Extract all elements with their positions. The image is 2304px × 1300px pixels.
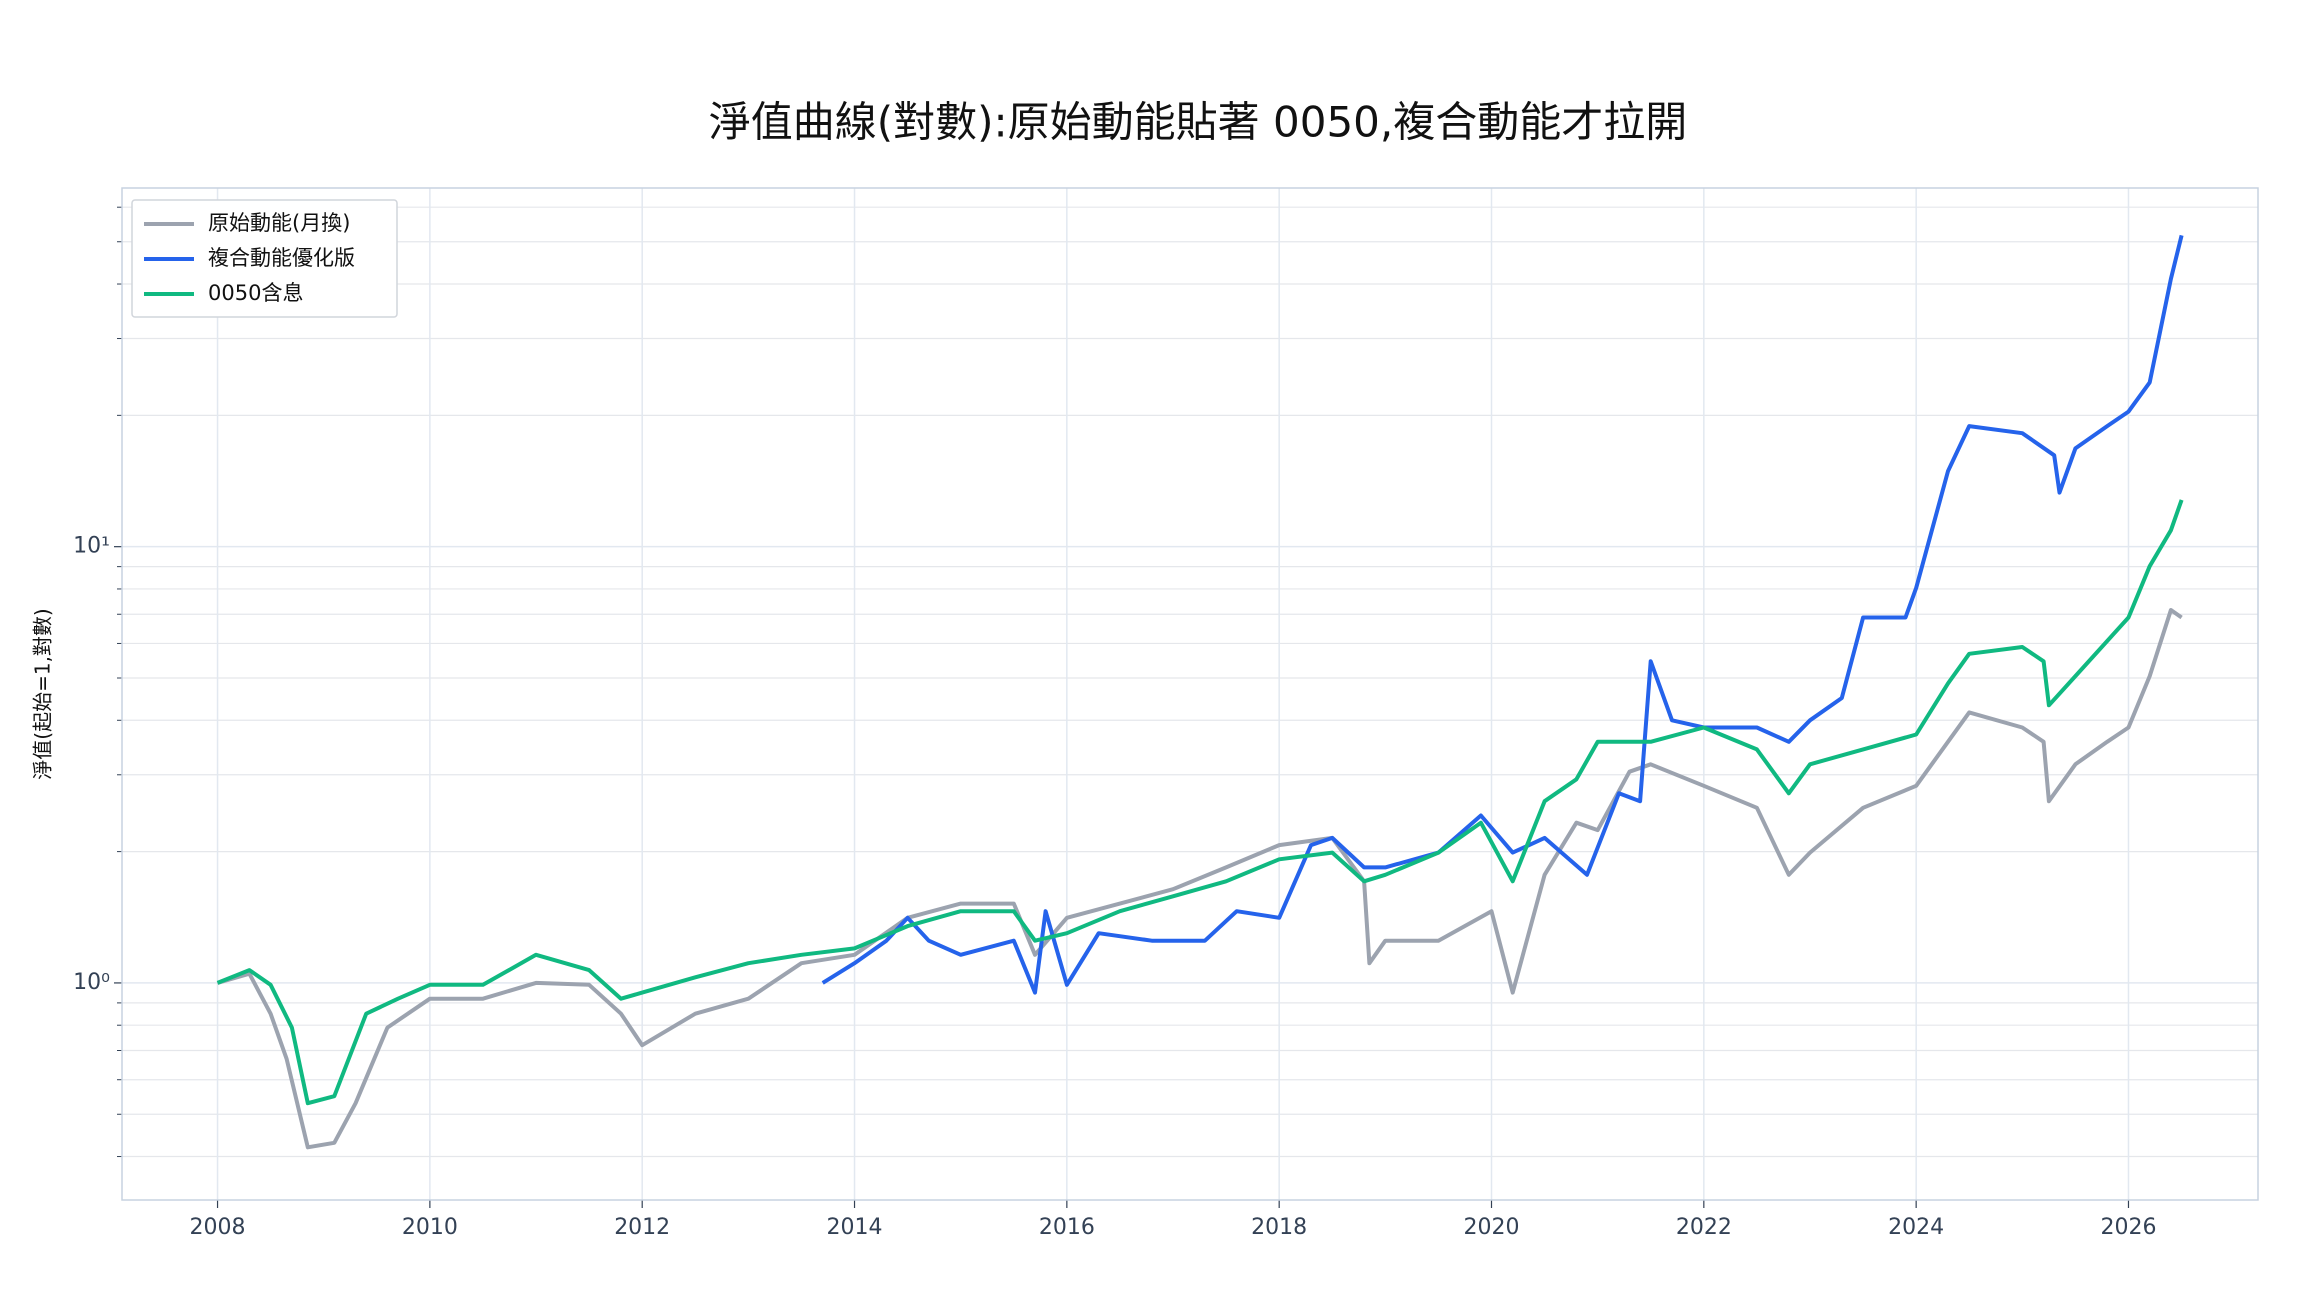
legend-label: 原始動能(月換) [208,211,350,235]
grid: 10⁰ 10¹ 2008 2010 2012 2014 2016 2018 2020 2022 20… [73,188,2258,1240]
chart-title: 淨值曲線(對數):原始動能貼著 0050,複合動能才拉開 [709,98,1688,147]
legend-label: 0050含息 [208,281,303,305]
legend-box [131,199,398,318]
x-tick-label: 2024 [1888,1215,1944,1240]
x-tick-label: 2016 [1039,1215,1095,1240]
x-tick-label: 2012 [614,1215,670,1240]
x-tick-label: 2026 [2100,1215,2156,1240]
y-axis-label: 淨值(起始=1,對數) [31,608,55,779]
x-tick-label: 2010 [402,1215,458,1240]
x-tick-label: 2022 [1676,1215,1732,1240]
y-tick-label: 10⁰ [73,970,110,995]
lines [216,234,2184,1150]
legend-label: 複合動能優化版 [208,246,355,270]
x-tick-label: 2018 [1251,1215,1307,1240]
x-tick-label: 2020 [1464,1215,1520,1240]
legend: 原始動能(月換) 複合動能優化版 0050含息 [131,199,398,318]
x-tick-label: 2014 [827,1215,883,1240]
x-tick-label: 2008 [190,1215,246,1240]
plot-frame [121,187,2259,1201]
series-line [216,499,2184,1106]
y-tick-label: 10¹ [73,534,110,559]
